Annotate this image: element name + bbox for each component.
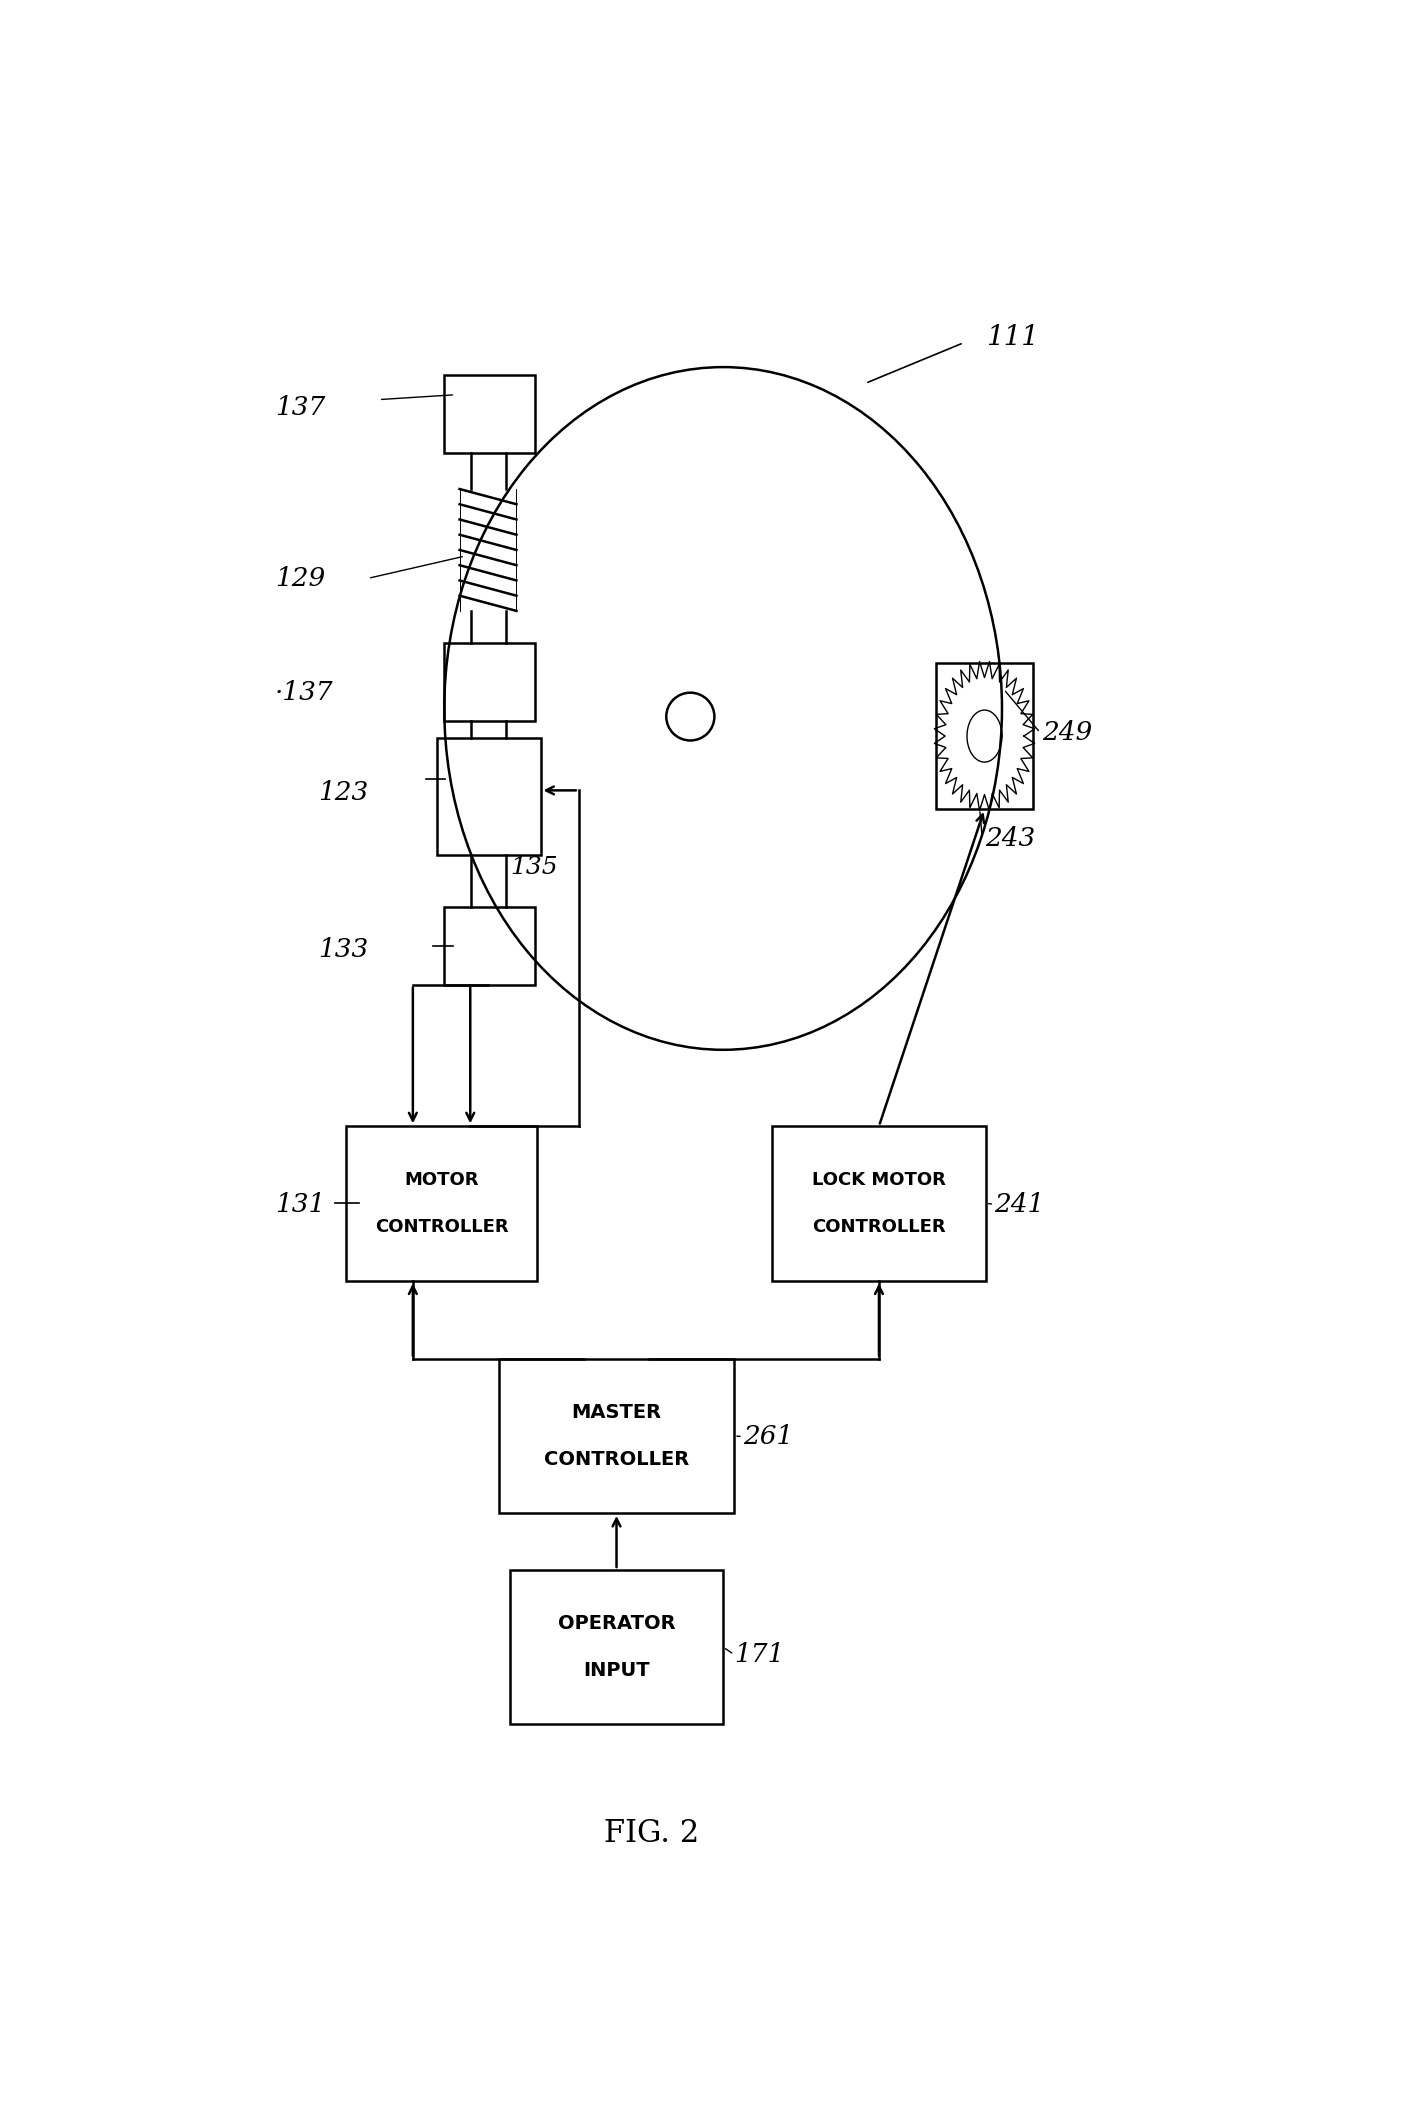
Text: 131: 131: [275, 1193, 325, 1216]
Text: 171: 171: [734, 1642, 785, 1668]
Text: CONTROLLER: CONTROLLER: [813, 1218, 945, 1235]
Text: LOCK MOTOR: LOCK MOTOR: [811, 1172, 945, 1188]
Text: 249: 249: [1043, 720, 1092, 745]
Text: 129: 129: [275, 566, 325, 591]
Bar: [772, 1125, 986, 1281]
Text: 133: 133: [319, 937, 368, 961]
Text: MASTER: MASTER: [571, 1404, 662, 1423]
Text: 123: 123: [319, 781, 368, 806]
Text: INPUT: INPUT: [583, 1661, 650, 1680]
Text: OPERATOR: OPERATOR: [557, 1615, 676, 1634]
Bar: [937, 663, 1033, 809]
Text: CONTROLLER: CONTROLLER: [375, 1218, 508, 1235]
Bar: [444, 908, 535, 984]
Text: ·137: ·137: [275, 680, 333, 705]
Text: MOTOR: MOTOR: [405, 1172, 478, 1188]
Text: 137: 137: [275, 395, 325, 420]
Text: 261: 261: [742, 1425, 793, 1448]
Text: FIG. 2: FIG. 2: [604, 1818, 700, 1849]
Bar: [509, 1571, 724, 1725]
Bar: [499, 1359, 734, 1514]
Text: 135: 135: [509, 857, 557, 880]
Text: CONTROLLER: CONTROLLER: [543, 1450, 689, 1469]
Text: 241: 241: [995, 1193, 1044, 1216]
Text: 111: 111: [986, 325, 1038, 350]
Text: 243: 243: [986, 825, 1036, 851]
Bar: [444, 376, 535, 454]
Bar: [444, 644, 535, 722]
Bar: [436, 737, 540, 855]
Bar: [346, 1125, 538, 1281]
